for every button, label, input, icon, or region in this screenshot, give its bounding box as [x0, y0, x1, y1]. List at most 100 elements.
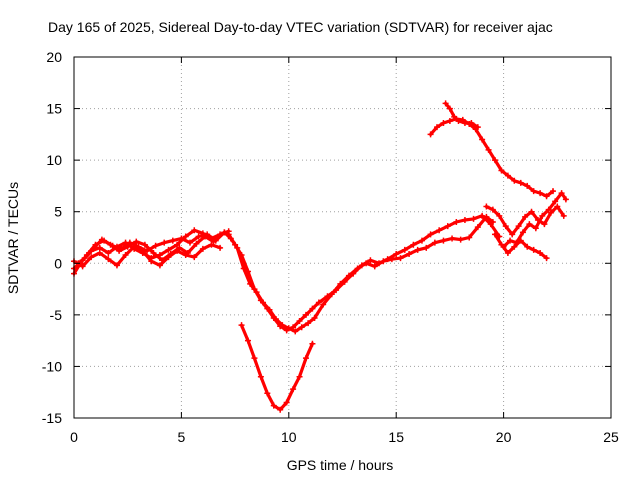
x-tick-label: 15	[388, 429, 404, 445]
data-point	[159, 257, 166, 264]
data-point	[232, 241, 239, 248]
data-point	[552, 198, 559, 205]
data-point	[524, 243, 531, 250]
data-point	[305, 320, 312, 327]
data-point	[264, 390, 271, 397]
data-point	[225, 231, 232, 238]
data-point	[513, 239, 520, 246]
data-series	[225, 212, 503, 334]
data-point	[105, 249, 112, 256]
data-point	[152, 242, 159, 249]
data-point	[444, 223, 451, 230]
data-point	[517, 179, 524, 186]
data-point	[290, 386, 297, 393]
data-point	[324, 293, 331, 300]
plot-frame	[73, 56, 612, 419]
y-tick-label: 10	[46, 152, 62, 168]
data-point	[141, 241, 148, 248]
data-point	[122, 239, 129, 246]
data-point	[113, 262, 120, 269]
data-point	[371, 263, 378, 270]
data-point	[474, 224, 481, 231]
data-point	[315, 299, 322, 306]
data-point	[139, 247, 146, 254]
data-point	[466, 234, 473, 241]
series-line	[222, 215, 495, 333]
data-point	[270, 314, 277, 321]
data-point	[541, 221, 548, 228]
data-point	[88, 254, 95, 261]
data-point	[474, 124, 481, 131]
data-point	[296, 373, 303, 380]
data-point	[468, 120, 475, 127]
data-point	[165, 246, 172, 253]
y-axis-title: SDTVAR / TECUs	[5, 182, 21, 294]
y-tick-label: -10	[42, 358, 62, 374]
x-tick-label: 20	[496, 429, 512, 445]
data-point	[174, 241, 181, 248]
data-point	[511, 243, 518, 250]
data-point	[311, 314, 318, 321]
data-point	[461, 120, 468, 127]
data-point	[283, 327, 290, 334]
data-point	[257, 373, 264, 380]
data-point	[290, 324, 297, 331]
x-tick-label: 0	[70, 429, 78, 445]
data-point	[528, 208, 535, 215]
data-point	[199, 230, 206, 237]
data-point	[210, 238, 217, 245]
data-point	[502, 223, 509, 230]
chart-title: Day 165 of 2025, Sidereal Day-to-day VTE…	[48, 19, 553, 35]
data-point	[431, 239, 438, 246]
data-point	[530, 246, 537, 253]
data-point	[244, 337, 251, 344]
data-point	[537, 249, 544, 256]
data-point	[414, 246, 421, 253]
data-point	[547, 209, 554, 216]
data-point	[487, 221, 494, 228]
data-point	[238, 322, 245, 329]
data-point	[496, 212, 503, 219]
data-point	[446, 117, 453, 124]
data-point	[270, 402, 277, 409]
data-point	[489, 206, 496, 213]
data-series-group	[71, 100, 569, 413]
data-point	[167, 251, 174, 258]
data-point	[191, 254, 198, 261]
data-point	[202, 233, 209, 240]
data-point	[554, 203, 561, 210]
y-tick-label: 20	[46, 49, 62, 65]
data-point	[302, 355, 309, 362]
data-point	[479, 212, 486, 219]
data-point	[251, 355, 258, 362]
data-point	[309, 340, 316, 347]
data-series	[221, 213, 496, 335]
data-point	[483, 203, 490, 210]
data-point	[440, 120, 447, 127]
data-point	[511, 177, 518, 184]
data-point	[522, 213, 529, 220]
data-point	[302, 311, 309, 318]
data-point	[184, 249, 191, 256]
data-point	[449, 235, 456, 242]
data-point	[418, 237, 425, 244]
data-point	[105, 256, 112, 263]
data-point	[530, 188, 537, 195]
y-tick-label: 0	[54, 255, 62, 271]
y-tick-label: 5	[54, 204, 62, 220]
data-point	[446, 105, 453, 112]
data-point	[292, 328, 299, 335]
y-tick-label: 15	[46, 101, 62, 117]
data-point	[264, 305, 271, 312]
data-point	[537, 190, 544, 197]
data-point	[79, 263, 86, 270]
data-point	[199, 245, 206, 252]
data-point	[176, 244, 183, 251]
data-point	[519, 229, 526, 236]
data-point	[116, 247, 123, 254]
data-point	[543, 255, 550, 262]
data-point	[341, 278, 348, 285]
data-point	[238, 252, 245, 259]
data-point	[257, 297, 264, 304]
x-axis-title: GPS time / hours	[287, 457, 394, 473]
